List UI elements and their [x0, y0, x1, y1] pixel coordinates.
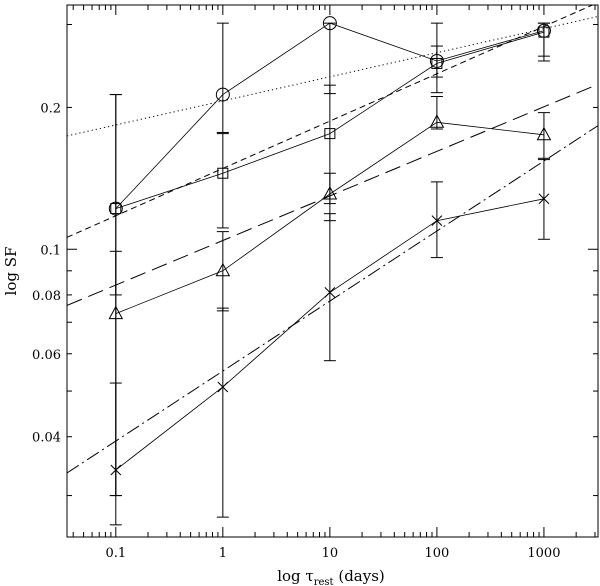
x-tick-label: 0.1	[105, 546, 126, 561]
data-point-triangle	[322, 185, 338, 200]
data-point-triangle	[536, 126, 552, 141]
data-point-square	[324, 128, 336, 140]
data-point-cross	[431, 215, 443, 227]
data-point-cross	[324, 287, 336, 298]
axis-ticks	[67, 5, 598, 537]
data-point-square	[431, 57, 443, 69]
tick-labels: 0.1 1 10 100 1000 0.04 0.06 0.08 0.1 0.2	[32, 101, 560, 561]
data-point-triangle	[429, 114, 445, 128]
fit-lines	[67, 5, 598, 474]
x-tick-label: 1	[219, 546, 227, 561]
fit-line-long-dash	[67, 83, 598, 306]
fit-line-dotted	[67, 15, 598, 137]
data-point-cross	[110, 464, 122, 476]
data-point-cross	[538, 193, 550, 205]
y-axis-label: log SF	[2, 247, 20, 296]
x-tick-label: 10	[322, 546, 339, 561]
data-point-triangle	[108, 305, 124, 320]
y-tick-label: 0.04	[32, 431, 61, 446]
data-point-square	[538, 26, 550, 38]
y-tick-label: 0.08	[32, 289, 61, 304]
data-point-square	[217, 167, 229, 179]
fit-line-dash-dot	[67, 125, 598, 474]
fit-line-short-dash	[67, 5, 594, 238]
data-point-cross	[217, 381, 229, 393]
y-tick-label: 0.2	[40, 101, 61, 116]
data-series	[108, 16, 552, 526]
data-point-circle	[322, 16, 337, 31]
x-axis-label: log τrest (days)	[277, 567, 385, 586]
data-point-square	[110, 203, 122, 215]
data-point-circle	[215, 87, 230, 102]
data-point-triangle	[215, 262, 231, 277]
y-tick-label: 0.1	[40, 243, 61, 258]
x-tick-label: 100	[424, 546, 449, 561]
y-tick-label: 0.06	[32, 348, 61, 363]
x-tick-label: 1000	[527, 546, 560, 561]
